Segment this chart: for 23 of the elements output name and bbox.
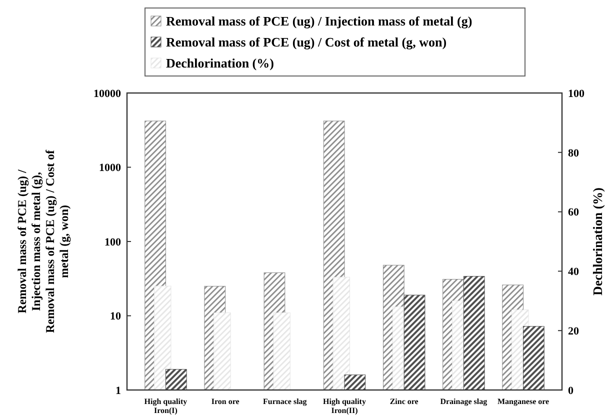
y-tick-label: 1 (116, 384, 121, 397)
x-tick-label: Drainage slag (440, 397, 488, 406)
x-tick-label: Iron ore (211, 397, 240, 406)
x-tick-label: Manganese ore (497, 397, 550, 406)
y2-tick-label: 20 (568, 325, 580, 338)
x-tick-label: Furnace slag (263, 397, 307, 406)
x-tick-label: High quality Iron(I) (144, 397, 188, 415)
legend-label: Dechlorination (%) (166, 56, 274, 71)
y-tick-label: 100 (104, 236, 122, 248)
y2-tick-label: 0 (568, 384, 574, 397)
y-tick-label: 10000 (94, 88, 122, 100)
y-axis-title: Removal mass of PCE (ug) / Injection mass of metal (g), Removal mass of PCE (ug) / Cost of metal (g, won) (15, 149, 71, 333)
legend-label: Removal mass of PCE (ug) / Cost of metal (g, won) (166, 34, 447, 50)
y2-tick-label: 100 (568, 88, 585, 100)
y2-tick-label: 40 (568, 266, 580, 278)
y-tick-label: 1000 (99, 162, 122, 174)
legend-label: Removal mass of PCE (ug) / Injection mass of metal (g) (166, 14, 472, 29)
y2-axis-title: Dechlorination (%) (590, 188, 605, 296)
y2-tick-label: 60 (568, 206, 580, 219)
y2-tick-label: 80 (568, 147, 580, 160)
x-tick-label: High quality Iron(II) (323, 397, 366, 415)
x-tick-label: Zinc ore (390, 397, 419, 406)
y-tick-label: 10 (110, 310, 122, 323)
